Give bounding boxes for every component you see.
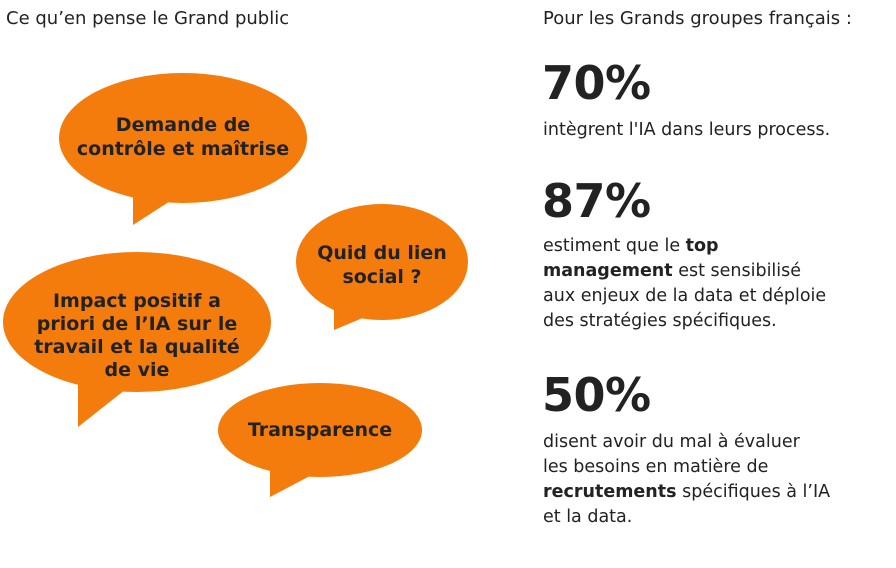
- right-heading: Pour les Grands groupes français :: [543, 8, 852, 29]
- stat-70-value: 70%: [542, 56, 651, 110]
- left-heading: Ce qu’en pense le Grand public: [6, 8, 290, 29]
- stat-70-description: intègrent l'IA dans leurs process.: [543, 120, 831, 140]
- stat-50-value: 50%: [542, 368, 651, 422]
- speech-bubble-transparency: [218, 383, 422, 497]
- stat-87-description: estiment que le top management est sensi…: [543, 236, 827, 331]
- stat-50-description: disent avoir du mal à évaluer les besoin…: [543, 432, 831, 527]
- bubble-social-text: Quid du lien social ?: [317, 242, 447, 288]
- speech-bubbles: [3, 73, 468, 497]
- stat-87-value: 87%: [542, 174, 651, 228]
- bubble-impact-text: Impact positif a priori de l’IA sur le t…: [34, 290, 240, 381]
- bubble-transparency-text: Transparence: [247, 419, 393, 441]
- speech-bubble-control: [59, 73, 307, 225]
- speech-bubble-impact: [3, 252, 271, 427]
- speech-bubble-social: [296, 204, 468, 330]
- bubble-control-text: Demande de contrôle et maîtrise: [76, 114, 290, 160]
